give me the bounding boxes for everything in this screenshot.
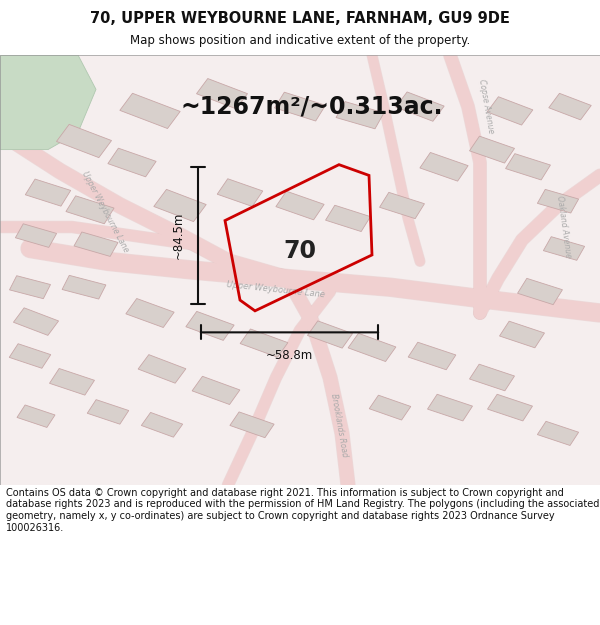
Bar — [17, 405, 55, 428]
Text: Oakland Avenue: Oakland Avenue — [555, 195, 573, 259]
Bar — [87, 399, 129, 424]
Bar — [50, 369, 94, 395]
Polygon shape — [0, 55, 96, 149]
Bar — [192, 376, 240, 404]
Bar — [326, 205, 370, 231]
Bar — [487, 97, 533, 125]
Bar — [488, 394, 532, 421]
Bar — [9, 344, 51, 368]
Text: 70, UPPER WEYBOURNE LANE, FARNHAM, GU9 9DE: 70, UPPER WEYBOURNE LANE, FARNHAM, GU9 9… — [90, 11, 510, 26]
Bar — [56, 124, 112, 158]
Bar — [230, 412, 274, 437]
Bar — [138, 354, 186, 383]
Text: Contains OS data © Crown copyright and database right 2021. This information is : Contains OS data © Crown copyright and d… — [6, 488, 599, 532]
Bar — [538, 421, 578, 446]
Bar — [276, 191, 324, 220]
Bar — [469, 136, 515, 163]
Bar — [408, 342, 456, 370]
Bar — [25, 179, 71, 206]
Bar — [420, 152, 468, 181]
Text: Upper Weybourne Lane: Upper Weybourne Lane — [226, 280, 326, 299]
Bar — [544, 237, 584, 260]
Text: Map shows position and indicative extent of the property.: Map shows position and indicative extent… — [130, 34, 470, 47]
Bar — [506, 154, 550, 180]
Bar — [126, 299, 174, 328]
Bar — [240, 329, 288, 357]
Text: Copse Avenue: Copse Avenue — [477, 79, 495, 134]
Bar — [186, 311, 234, 341]
Bar — [16, 224, 56, 248]
Bar — [120, 93, 180, 129]
Bar — [154, 189, 206, 222]
Bar — [197, 79, 247, 109]
Bar — [13, 308, 59, 336]
Bar — [108, 148, 156, 177]
Bar — [518, 278, 562, 304]
Bar — [307, 321, 353, 348]
Bar — [396, 92, 444, 121]
Bar — [470, 364, 514, 391]
Text: ~58.8m: ~58.8m — [266, 349, 313, 362]
Bar — [10, 276, 50, 299]
Bar — [428, 394, 472, 421]
Text: 70: 70 — [284, 239, 317, 262]
Bar — [538, 189, 578, 213]
Text: ~1267m²/~0.313ac.: ~1267m²/~0.313ac. — [181, 94, 443, 119]
Text: Brooklands Road: Brooklands Road — [329, 392, 349, 458]
Text: Upper Weybourne Lane: Upper Weybourne Lane — [80, 170, 130, 254]
Bar — [500, 321, 544, 348]
Bar — [549, 93, 591, 120]
Bar — [62, 276, 106, 299]
Bar — [348, 333, 396, 361]
Bar — [336, 102, 384, 129]
Bar — [142, 412, 182, 437]
Bar — [275, 92, 325, 121]
Text: ~84.5m: ~84.5m — [172, 212, 185, 259]
Bar — [74, 232, 118, 256]
Bar — [369, 395, 411, 420]
Bar — [217, 179, 263, 206]
Bar — [380, 192, 424, 219]
Bar — [66, 196, 114, 224]
